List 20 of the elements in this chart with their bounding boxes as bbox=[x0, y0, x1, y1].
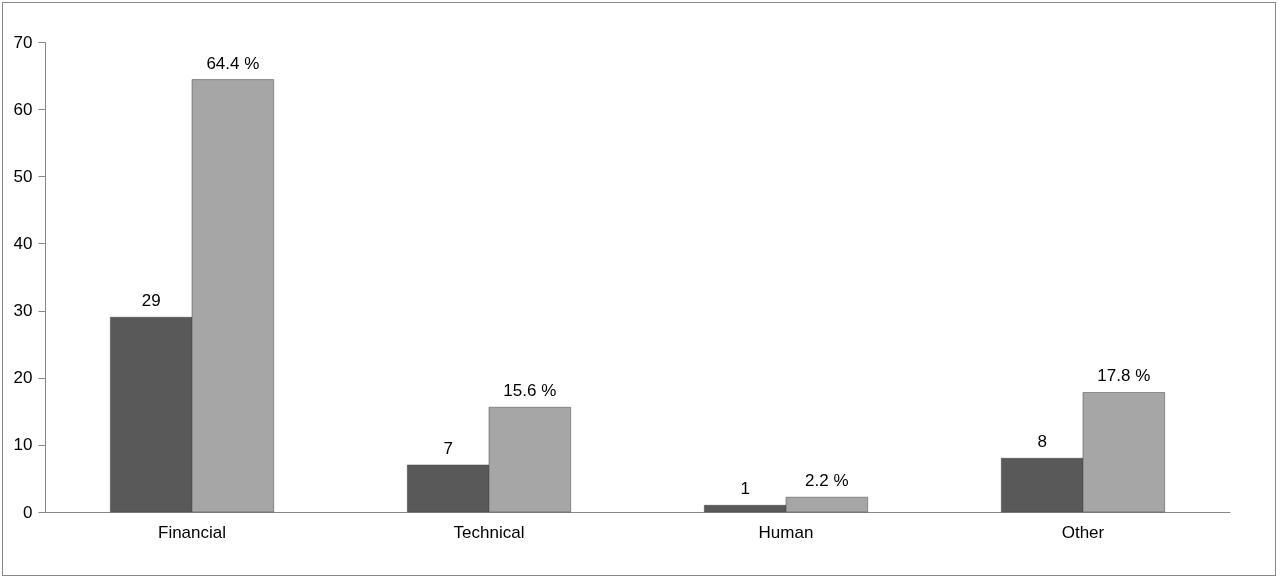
x-tick-label: Other bbox=[1061, 522, 1105, 542]
y-tick-label: 40 bbox=[13, 233, 33, 253]
y-tick-label: 10 bbox=[13, 435, 33, 455]
data-label: 15.6 % bbox=[503, 381, 557, 401]
data-label: 29 bbox=[141, 291, 161, 311]
data-label: 2.2 % bbox=[805, 471, 849, 491]
data-label: 8 bbox=[1037, 432, 1047, 452]
x-tick-label: Financial bbox=[157, 522, 227, 542]
data-label: 17.8 % bbox=[1097, 366, 1151, 386]
data-label: 1 bbox=[740, 479, 750, 499]
y-tick-label: 70 bbox=[13, 32, 33, 52]
x-tick-label: Human bbox=[758, 522, 814, 542]
y-tick-label: 30 bbox=[13, 301, 33, 321]
x-tick-label: Technical bbox=[453, 522, 525, 542]
data-label: 7 bbox=[443, 439, 453, 458]
y-tick-label: 60 bbox=[13, 99, 33, 119]
y-tick-label: 0 bbox=[23, 502, 33, 522]
y-tick-label: 50 bbox=[13, 166, 33, 186]
data-label: 64.4 % bbox=[206, 53, 260, 73]
y-tick-label: 20 bbox=[13, 368, 33, 388]
